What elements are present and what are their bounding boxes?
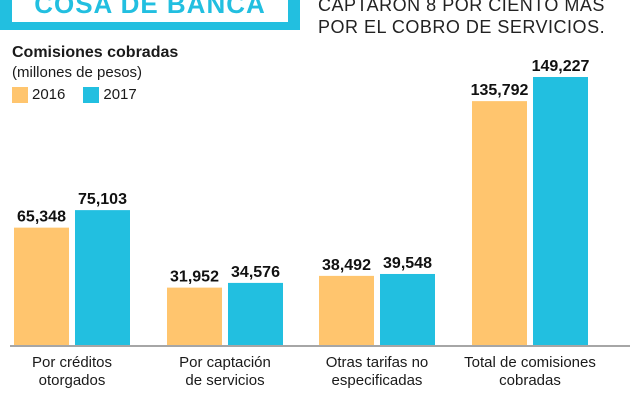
- category-label-2-line-2: de servicios: [185, 372, 265, 389]
- bar-2017-4: [533, 77, 588, 345]
- category-label-1-line-2: otorgados: [38, 372, 106, 389]
- chart-title: Comisiones cobradas: [12, 44, 179, 61]
- headline-banner: COSA DE BANCA: [0, 0, 300, 30]
- bar-2017-2: [228, 282, 283, 345]
- legend-label-2016: 2016: [32, 86, 66, 103]
- data-label-2016-4: 135,792: [471, 82, 529, 99]
- bar-2016-1: [14, 227, 69, 345]
- category-label-1: Por créditos otorgados: [0, 354, 147, 390]
- headline-line-2: POR EL COBRO DE SERVICIOS.: [318, 17, 606, 37]
- data-label-2017-1: 75,103: [78, 191, 127, 208]
- bar-2017-1: [75, 210, 130, 345]
- legend-swatch-2017: [83, 86, 100, 103]
- category-label-4-line-1: Total de comisiones: [464, 354, 596, 371]
- banner-text: COSA DE BANCA: [34, 0, 266, 19]
- category-label-3: Otras tarifas no especificadas: [302, 354, 452, 390]
- category-label-2-line-1: Por captación: [179, 354, 271, 371]
- data-label-2016-1: 65,348: [17, 209, 66, 226]
- category-label-4: Total de comisiones cobradas: [455, 354, 605, 390]
- category-label-3-line-1: Otras tarifas no: [325, 354, 429, 371]
- category-label-4-line-2: cobradas: [499, 372, 561, 389]
- chart-subtitle: (millones de pesos): [12, 64, 143, 81]
- bar-2016-2: [167, 287, 222, 345]
- data-label-2016-3: 38,492: [322, 257, 371, 274]
- category-label-1-line-1: Por créditos: [31, 354, 113, 371]
- legend-item-2017: 2017: [83, 86, 137, 103]
- legend-label-2017: 2017: [103, 86, 137, 103]
- legend-swatch-2016: [12, 86, 28, 103]
- headline-text: CAPTARON 8 POR CIENTO MÁS POR EL COBRO D…: [318, 0, 605, 38]
- legend-item-2016: 2016: [12, 86, 65, 103]
- bar-2017-3: [380, 273, 435, 345]
- headline-line-1: CAPTARON 8 POR CIENTO MÁS: [318, 0, 605, 15]
- bar-2016-3: [319, 275, 374, 345]
- data-label-2017-4: 149,227: [532, 58, 590, 75]
- bar-2016-4: [472, 101, 527, 345]
- data-label-2017-3: 39,548: [383, 255, 432, 272]
- legend: 2016 2017: [12, 86, 137, 103]
- banner-box: COSA DE BANCA: [12, 0, 288, 22]
- category-label-2: Por captación de servicios: [150, 354, 300, 390]
- data-label-2017-2: 34,576: [231, 264, 280, 281]
- category-label-3-line-2: especificadas: [331, 372, 423, 389]
- data-label-2016-2: 31,952: [170, 269, 219, 286]
